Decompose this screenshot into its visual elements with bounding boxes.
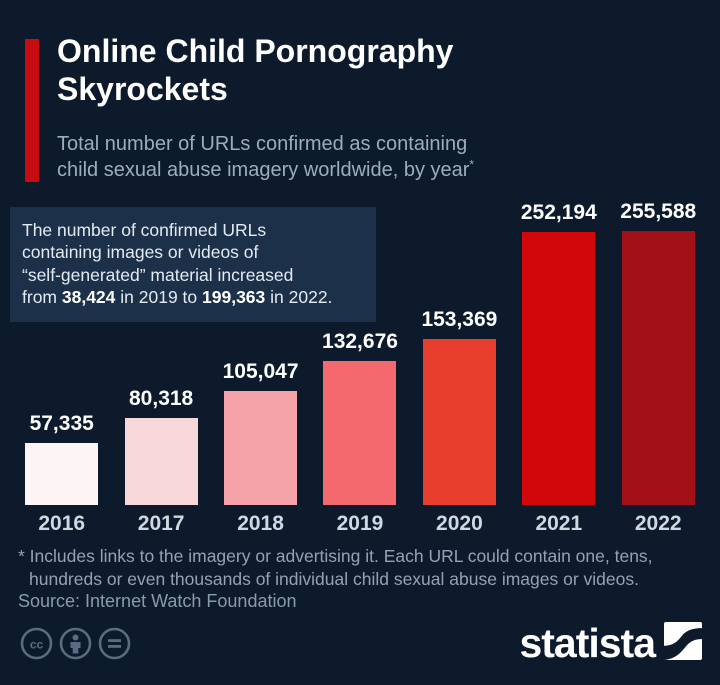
x-axis-label-2018: 2018 bbox=[237, 512, 284, 535]
annotation-line: in 2019 to bbox=[115, 287, 203, 308]
chart-column-2021: 252,194 2021 bbox=[509, 200, 608, 540]
annotation-line: in 2022. bbox=[265, 287, 333, 308]
bar-stack: 252,194 bbox=[521, 200, 597, 505]
chart-column-2016: 57,335 2016 bbox=[12, 200, 111, 540]
x-axis-label-2016: 2016 bbox=[38, 512, 86, 535]
annotation-box: The number of confirmed URLs containing … bbox=[10, 207, 376, 322]
annotation-line: containing images or videos of bbox=[22, 242, 259, 263]
bar-stack: 153,369 bbox=[421, 200, 497, 505]
title-accent-bar bbox=[25, 39, 39, 182]
bar-2017 bbox=[124, 418, 198, 505]
attribution-person-icon bbox=[59, 627, 92, 660]
annotation-line: from bbox=[22, 287, 62, 308]
cc-license-row: cc bbox=[20, 627, 131, 660]
annotation-line: “self-generated” material increased bbox=[22, 264, 294, 285]
x-axis-label-2019: 2019 bbox=[336, 512, 384, 535]
bar-stack: 132,676 bbox=[322, 200, 398, 505]
x-axis-label-2021: 2021 bbox=[535, 512, 583, 535]
bar-2016 bbox=[25, 443, 99, 505]
x-axis-label-2017: 2017 bbox=[137, 512, 185, 535]
footnote: * Includes links to the imagery or adver… bbox=[18, 545, 708, 591]
page-title: Online Child Pornography Skyrockets bbox=[57, 33, 454, 107]
bar-2020 bbox=[422, 339, 496, 505]
statista-logo: statista bbox=[519, 622, 702, 665]
annotation-bold-value: 38,424 bbox=[61, 287, 116, 308]
bar-stack: 80,318 bbox=[124, 200, 198, 505]
bar-value-label: 132,676 bbox=[322, 330, 398, 353]
bar-2022 bbox=[621, 231, 695, 505]
bar-stack: 255,588 bbox=[620, 200, 696, 505]
chart-column-2017: 80,318 2017 bbox=[111, 200, 210, 540]
x-axis-label-2022: 2022 bbox=[634, 512, 682, 535]
x-axis-label-2020: 2020 bbox=[436, 512, 483, 535]
bar-value-label: 57,335 bbox=[29, 412, 94, 435]
bar-value-label: 252,194 bbox=[520, 201, 597, 224]
annotation-line: The number of confirmed URLs bbox=[22, 220, 267, 240]
subtitle-text: Total number of URLs confirmed as contai… bbox=[57, 133, 470, 181]
bar-chart: 57,335 2016 80,318 2017 105,047 2018 132,676 20… bbox=[12, 200, 708, 540]
bar-stack: 105,047 bbox=[223, 200, 299, 505]
chart-column-2019: 132,676 2019 bbox=[310, 200, 409, 540]
bar-value-label: 255,588 bbox=[620, 200, 697, 223]
bar-value-label: 105,047 bbox=[222, 360, 299, 383]
footnote-line: hundreds or even thousands of individual… bbox=[29, 569, 639, 590]
bar-2019 bbox=[323, 361, 397, 505]
chart-column-2018: 105,047 2018 bbox=[211, 200, 310, 540]
statista-wordmark: statista bbox=[519, 620, 656, 666]
chart-column-2020: 153,369 2020 bbox=[410, 200, 509, 540]
footnote-line: * Includes links to the imagery or adver… bbox=[18, 546, 653, 566]
bar-stack: 57,335 bbox=[25, 200, 99, 505]
source-attribution: Source: Internet Watch Foundation bbox=[18, 591, 297, 611]
bar-2018 bbox=[224, 391, 298, 505]
annotation-bold-value: 199,363 bbox=[202, 287, 266, 308]
statista-logo-icon bbox=[664, 622, 702, 665]
bar-value-label: 80,318 bbox=[129, 387, 194, 410]
chart-column-2022: 255,588 2022 bbox=[609, 200, 708, 540]
bar-value-label: 153,369 bbox=[421, 308, 498, 331]
cc-license-icon: cc bbox=[20, 627, 53, 660]
svg-text:cc: cc bbox=[30, 638, 44, 652]
chart-subtitle: Total number of URLs confirmed as contai… bbox=[57, 131, 507, 183]
footnote-marker: * bbox=[469, 157, 475, 172]
bar-2021 bbox=[522, 232, 596, 505]
no-derivatives-icon bbox=[98, 627, 131, 660]
